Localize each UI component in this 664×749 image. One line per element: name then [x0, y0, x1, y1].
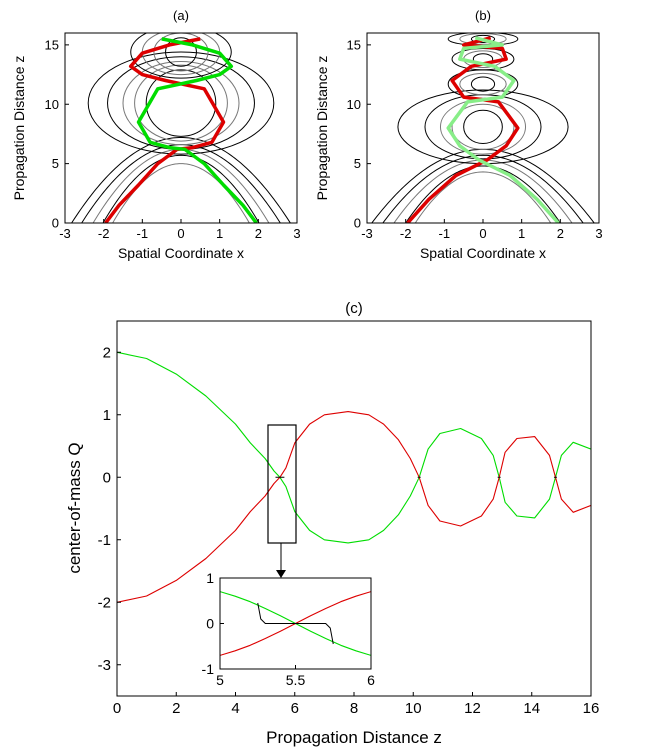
x-tick-label: 8 [350, 700, 358, 717]
y-tick-label: 1 [103, 407, 111, 424]
y-tick-label: 5 [354, 156, 361, 171]
inset: 5 5.5 6 -1 0 1 [202, 570, 376, 688]
contour-ring [470, 34, 496, 43]
y-tick-label: 15 [347, 37, 361, 52]
zoom-box [267, 424, 297, 544]
panel-b-xlabel: Spatial Coordinate x [420, 245, 546, 261]
contour-ring [451, 47, 515, 71]
contour-arch [71, 136, 291, 223]
x-tick-label: 16 [583, 700, 600, 717]
x-tick-label: 0 [177, 226, 184, 241]
x-tick-label: -2 [98, 226, 110, 241]
y-tick-label: -3 [98, 657, 111, 674]
panel-b-contours [371, 33, 595, 223]
contour-ring [87, 51, 275, 155]
contour-ring [439, 99, 527, 155]
x-tick-label: 2 [255, 226, 262, 241]
contour-ring [130, 33, 232, 79]
y-tick-label: -1 [202, 661, 215, 677]
contour-arch [405, 165, 561, 223]
y-tick-label: 0 [103, 470, 111, 487]
zoom-arrowhead [276, 570, 286, 578]
panel-c-lines [117, 351, 591, 603]
y-tick-label: 0 [354, 216, 361, 231]
x-tick-label: 0 [479, 226, 486, 241]
x-tick-label: 5 [216, 672, 224, 688]
contour-ring [459, 72, 507, 96]
y-tick-label: 10 [45, 97, 59, 112]
x-tick-label: 0 [113, 700, 121, 717]
x-tick-label: 10 [405, 700, 422, 717]
panel-b: (b) -3 -2 -1 0 1 2 3 0 5 10 15 Spatial Coordinate … [314, 8, 603, 261]
panel-c-xlabel: Propagation Distance z [266, 728, 442, 747]
y-tick-label: 0 [206, 615, 214, 631]
contour-arch [382, 154, 584, 223]
panel-c-series-green [117, 351, 591, 544]
panel-a-contours [71, 33, 291, 223]
contour-arch [393, 159, 573, 223]
panel-b-title: (b) [475, 8, 491, 23]
contour-ring [470, 76, 496, 92]
panel-b-series-red [406, 36, 520, 223]
y-tick-label: 1 [206, 570, 214, 586]
panel-b-lines [406, 36, 560, 223]
panel-a-series-green [136, 37, 258, 223]
panel-a-lines [104, 37, 258, 223]
contour-arch [414, 171, 552, 223]
x-tick-label: 12 [464, 700, 481, 717]
x-tick-label: 5.5 [286, 672, 306, 688]
x-tick-label: 14 [523, 700, 540, 717]
x-tick-label: -1 [137, 226, 149, 241]
x-tick-label: -3 [59, 226, 71, 241]
panel-b-ticks: -3 -2 -1 0 1 2 3 0 5 10 15 [347, 37, 603, 241]
contour-arch [112, 163, 250, 223]
y-tick-label: 10 [347, 97, 361, 112]
x-tick-label: -1 [439, 226, 451, 241]
x-tick-label: 1 [518, 226, 525, 241]
contour-ring [165, 37, 197, 67]
panel-c-title: (c) [345, 300, 363, 317]
panel-a-ylabel: Propagation Distance z [11, 56, 27, 201]
y-tick-label: 0 [52, 216, 59, 231]
y-tick-label: 5 [52, 156, 59, 171]
y-tick-label: -1 [98, 532, 111, 549]
x-tick-label: 4 [231, 700, 239, 717]
x-tick-label: 2 [172, 700, 180, 717]
inset-lines [220, 591, 371, 656]
x-tick-label: 6 [291, 700, 299, 717]
panel-c-series-red [117, 411, 591, 603]
x-tick-label: 3 [293, 226, 300, 241]
contour-ring [463, 109, 503, 144]
panel-b-frame [366, 32, 600, 224]
contour-ring [451, 103, 515, 150]
contour-ring [122, 61, 240, 146]
x-tick-label: -2 [400, 226, 412, 241]
y-tick-label: 2 [103, 345, 111, 362]
panel-a-title: (a) [173, 8, 189, 23]
panel-b-ylabel: Propagation Distance z [314, 56, 330, 201]
x-tick-label: 3 [595, 226, 602, 241]
x-tick-label: 1 [216, 226, 223, 241]
inset-ticks: 5 5.5 6 -1 0 1 [202, 570, 376, 688]
contour-ring [459, 33, 507, 45]
contour-ring [134, 64, 228, 142]
inset-plateau [257, 602, 334, 645]
y-tick-label: -2 [98, 595, 111, 612]
y-tick-label: 15 [45, 37, 59, 52]
x-tick-label: -3 [361, 226, 373, 241]
panel-b-series-light_green [446, 36, 560, 223]
contour-ring [153, 33, 209, 72]
panel-c-ylabel: center-of-mass Q [65, 442, 84, 573]
contour-ring [145, 69, 217, 137]
panel-a: (a) -3 -2 -1 0 1 2 3 0 5 10 15 Spatial Coordinate … [11, 8, 301, 261]
x-tick-label: 6 [367, 672, 375, 688]
panel-a-xlabel: Spatial Coordinate x [118, 245, 244, 261]
panel-a-series-red [104, 37, 226, 223]
x-tick-label: 2 [557, 226, 564, 241]
panel-a-ticks: -3 -2 -1 0 1 2 3 0 5 10 15 [45, 37, 301, 241]
